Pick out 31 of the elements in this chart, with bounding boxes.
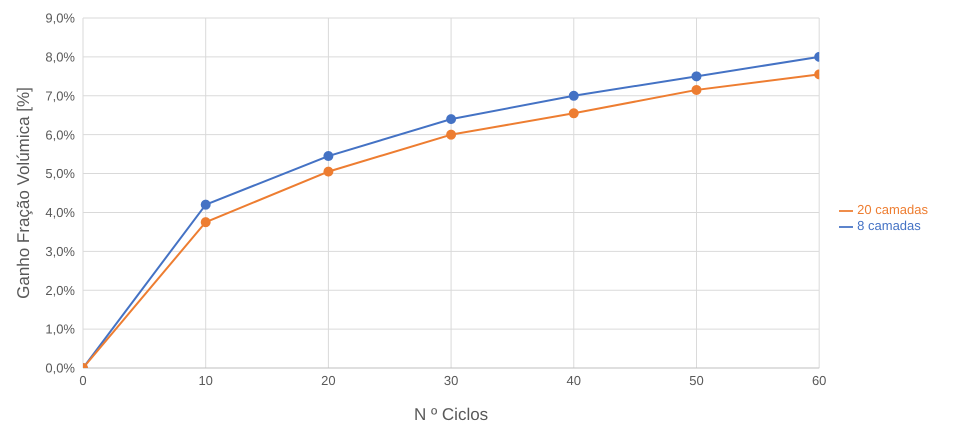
y-tick-label: 3,0% (45, 244, 76, 259)
legend-label: 20 camadas (857, 202, 928, 218)
x-tick-label: 20 (321, 373, 336, 388)
y-tick-label: 8,0% (45, 50, 76, 65)
y-axis-title: Ganho Fração Volúmica [%] (14, 87, 34, 299)
point (691, 84, 702, 95)
point (323, 151, 334, 162)
point (323, 166, 334, 177)
y-tick-label: 4,0% (45, 205, 76, 220)
y-tick-label: 1,0% (45, 322, 76, 337)
point (200, 217, 211, 228)
x-tick-label: 0 (79, 373, 87, 388)
point (568, 90, 579, 101)
x-tick-label: 60 (812, 373, 826, 388)
point (446, 130, 456, 140)
legend-label: 8 camadas (857, 218, 921, 233)
y-tick-label: 0,0% (45, 360, 76, 376)
y-tick-label: 7,0% (45, 88, 76, 104)
y-tick-label: 9,0% (45, 10, 76, 26)
x-tick-label: 50 (689, 373, 704, 388)
point (200, 200, 211, 210)
point (568, 108, 579, 118)
x-tick-label: 30 (444, 373, 458, 388)
x-tick-label: 10 (198, 373, 213, 388)
point (446, 114, 456, 124)
x-axis-title: N º Ciclos (414, 405, 488, 424)
y-tick-label: 5,0% (45, 166, 76, 182)
point (691, 71, 702, 82)
y-tick-label: 6,0% (45, 127, 76, 142)
x-tick-label: 40 (566, 373, 582, 388)
y-tick-label: 2,0% (45, 282, 76, 298)
